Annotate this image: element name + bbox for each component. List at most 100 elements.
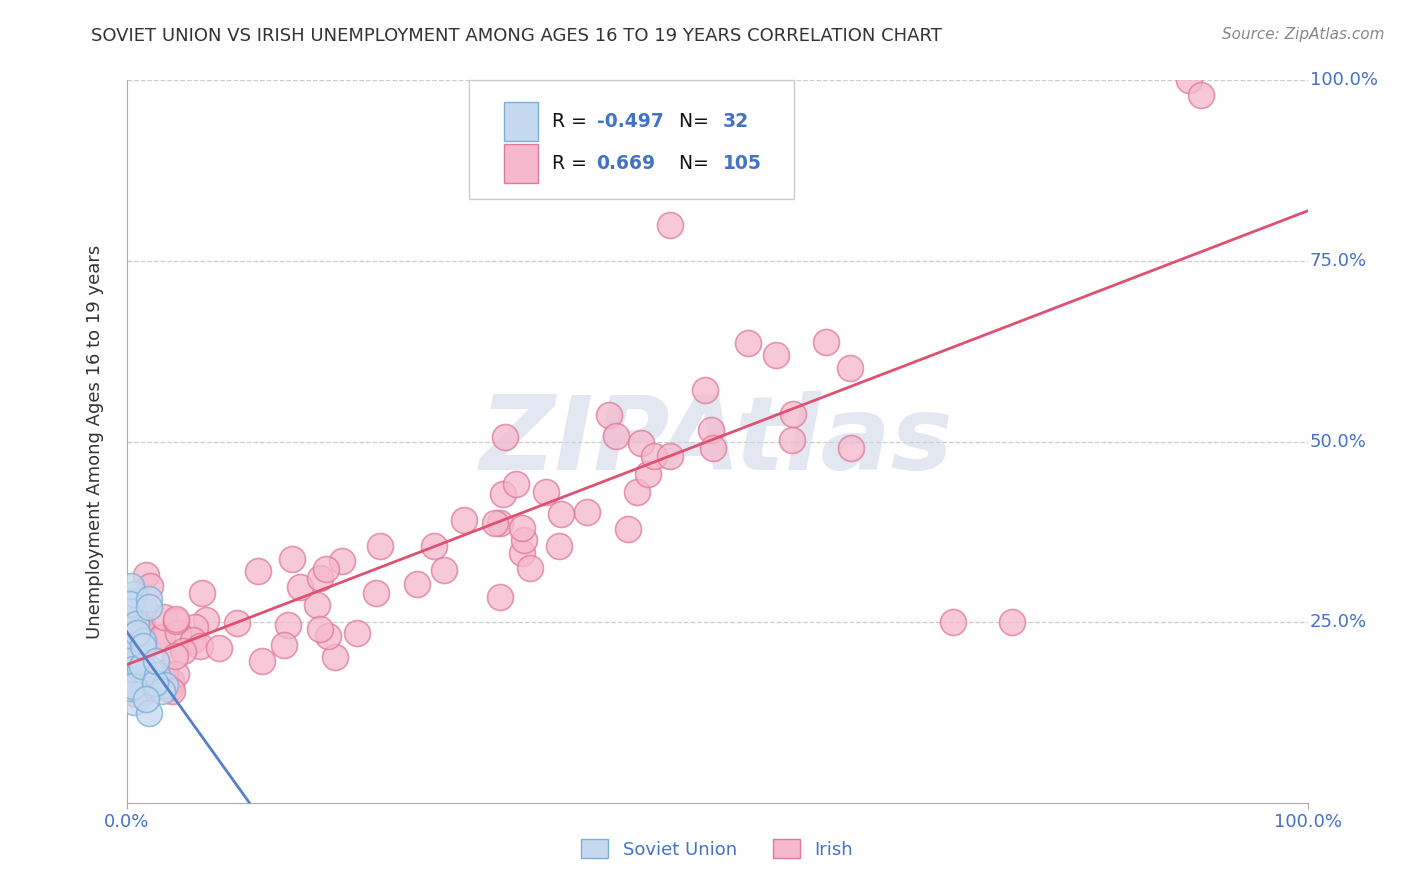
Point bbox=[315, 562, 337, 576]
Point bbox=[194, 613, 217, 627]
Point bbox=[226, 615, 249, 630]
Point bbox=[364, 585, 387, 599]
Point bbox=[139, 579, 162, 593]
Point bbox=[125, 687, 148, 701]
Point bbox=[184, 620, 207, 634]
Point bbox=[488, 590, 510, 604]
Point bbox=[125, 616, 148, 631]
Point bbox=[150, 684, 173, 698]
Point bbox=[143, 676, 166, 690]
Point bbox=[637, 467, 659, 481]
Point bbox=[513, 533, 536, 547]
Point bbox=[288, 580, 311, 594]
Point bbox=[122, 663, 145, 677]
Text: -0.497: -0.497 bbox=[596, 112, 664, 131]
Point bbox=[129, 659, 152, 673]
Point bbox=[576, 505, 599, 519]
Point bbox=[132, 639, 155, 653]
Point bbox=[122, 640, 145, 655]
Text: 105: 105 bbox=[723, 153, 762, 173]
Point bbox=[120, 593, 142, 607]
Point bbox=[121, 644, 143, 658]
Point bbox=[534, 484, 557, 499]
Point bbox=[208, 641, 231, 656]
Point bbox=[510, 545, 533, 559]
Point bbox=[122, 695, 145, 709]
Point bbox=[323, 650, 346, 665]
Point bbox=[121, 610, 143, 624]
Point bbox=[765, 348, 787, 362]
Point bbox=[165, 614, 187, 628]
Point bbox=[165, 666, 187, 681]
Point bbox=[122, 607, 145, 621]
FancyBboxPatch shape bbox=[470, 80, 794, 200]
Point bbox=[128, 682, 150, 697]
Point bbox=[160, 684, 183, 698]
Point bbox=[626, 485, 648, 500]
Point bbox=[146, 668, 169, 682]
Point bbox=[190, 586, 212, 600]
Text: ZIPAtlas: ZIPAtlas bbox=[481, 391, 953, 492]
Point bbox=[737, 335, 759, 350]
Text: R =: R = bbox=[551, 153, 592, 173]
Point bbox=[131, 659, 153, 673]
Point bbox=[129, 647, 152, 661]
Point bbox=[131, 625, 153, 640]
Point bbox=[453, 513, 475, 527]
Point bbox=[547, 539, 569, 553]
Point bbox=[118, 681, 141, 695]
Point bbox=[307, 598, 329, 612]
Point bbox=[815, 334, 838, 349]
Point bbox=[370, 539, 392, 553]
Point bbox=[132, 599, 155, 613]
Point bbox=[942, 615, 965, 630]
Point bbox=[277, 617, 299, 632]
Point bbox=[700, 423, 723, 437]
Y-axis label: Unemployment Among Ages 16 to 19 years: Unemployment Among Ages 16 to 19 years bbox=[86, 244, 104, 639]
Point bbox=[702, 442, 724, 456]
FancyBboxPatch shape bbox=[505, 102, 537, 141]
Point bbox=[125, 615, 148, 630]
Point bbox=[138, 661, 160, 675]
Point bbox=[150, 665, 173, 680]
Point bbox=[273, 638, 295, 652]
Point bbox=[281, 551, 304, 566]
Point bbox=[120, 598, 142, 612]
Point bbox=[159, 681, 181, 695]
Point bbox=[659, 449, 682, 463]
Point bbox=[167, 625, 190, 640]
Point bbox=[519, 561, 541, 575]
Point bbox=[250, 655, 273, 669]
Point bbox=[135, 568, 157, 582]
Point bbox=[494, 429, 516, 443]
Point bbox=[124, 611, 146, 625]
Point bbox=[124, 587, 146, 601]
Point bbox=[492, 487, 515, 501]
Text: 75.0%: 75.0% bbox=[1310, 252, 1367, 270]
Point bbox=[117, 628, 139, 642]
Point bbox=[121, 673, 143, 687]
Text: N=: N= bbox=[668, 153, 710, 173]
Point bbox=[129, 636, 152, 650]
Point bbox=[138, 706, 160, 720]
Point bbox=[150, 631, 173, 645]
Point bbox=[1178, 73, 1201, 87]
Point bbox=[160, 673, 183, 688]
Point bbox=[332, 554, 354, 568]
Point bbox=[346, 625, 368, 640]
Text: 32: 32 bbox=[723, 112, 749, 131]
Point bbox=[423, 539, 446, 553]
Point bbox=[131, 684, 153, 698]
Point bbox=[1189, 87, 1212, 102]
Point bbox=[510, 521, 533, 535]
Point bbox=[132, 684, 155, 698]
Text: 50.0%: 50.0% bbox=[1310, 433, 1367, 450]
Point bbox=[181, 633, 204, 648]
Point bbox=[838, 360, 860, 375]
Point bbox=[117, 630, 139, 644]
Point bbox=[121, 672, 143, 686]
Point bbox=[550, 507, 572, 521]
Point bbox=[129, 663, 152, 677]
Point bbox=[117, 603, 139, 617]
Point bbox=[145, 654, 167, 668]
